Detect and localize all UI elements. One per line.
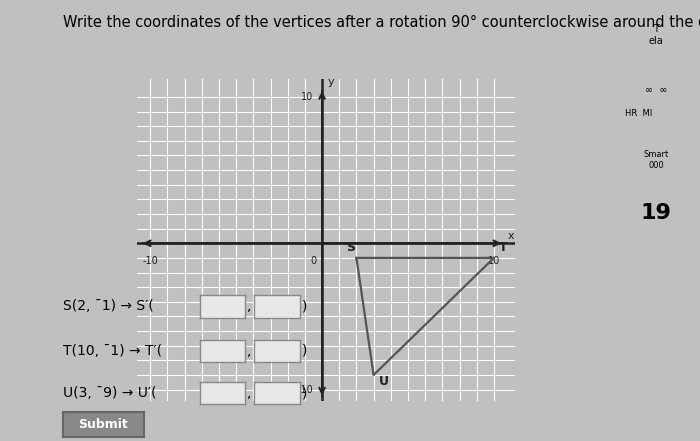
Text: 0: 0 xyxy=(311,256,317,266)
Text: x: x xyxy=(508,231,514,241)
Text: -10: -10 xyxy=(142,256,158,266)
Text: Submit: Submit xyxy=(78,418,128,431)
Text: 10: 10 xyxy=(301,92,314,102)
Text: ): ) xyxy=(302,344,307,358)
Text: U(3, ¯9) → U′(: U(3, ¯9) → U′( xyxy=(63,386,157,400)
Text: y: y xyxy=(328,77,335,87)
Text: 19: 19 xyxy=(640,203,672,223)
Text: Smart
000: Smart 000 xyxy=(643,150,669,170)
Text: 10: 10 xyxy=(488,256,500,266)
Text: -10: -10 xyxy=(298,385,314,395)
Text: S(2, ¯1) → S′(: S(2, ¯1) → S′( xyxy=(63,299,154,314)
Text: ): ) xyxy=(302,299,307,314)
Text: T(10, ¯1) → T′(: T(10, ¯1) → T′( xyxy=(63,344,162,358)
Text: T
ela: T ela xyxy=(649,24,664,46)
Text: HR  MI: HR MI xyxy=(625,109,652,118)
Text: U: U xyxy=(379,375,389,388)
Text: ,: , xyxy=(247,386,251,400)
Text: ,: , xyxy=(247,299,251,314)
Text: S: S xyxy=(346,241,355,254)
Text: ,: , xyxy=(247,344,251,358)
Text: ): ) xyxy=(302,386,307,400)
Text: ∞  ∞: ∞ ∞ xyxy=(645,85,668,95)
Text: T: T xyxy=(499,241,508,254)
Text: Write the coordinates of the vertices after a rotation 90° counterclockwise arou: Write the coordinates of the vertices af… xyxy=(63,15,700,30)
